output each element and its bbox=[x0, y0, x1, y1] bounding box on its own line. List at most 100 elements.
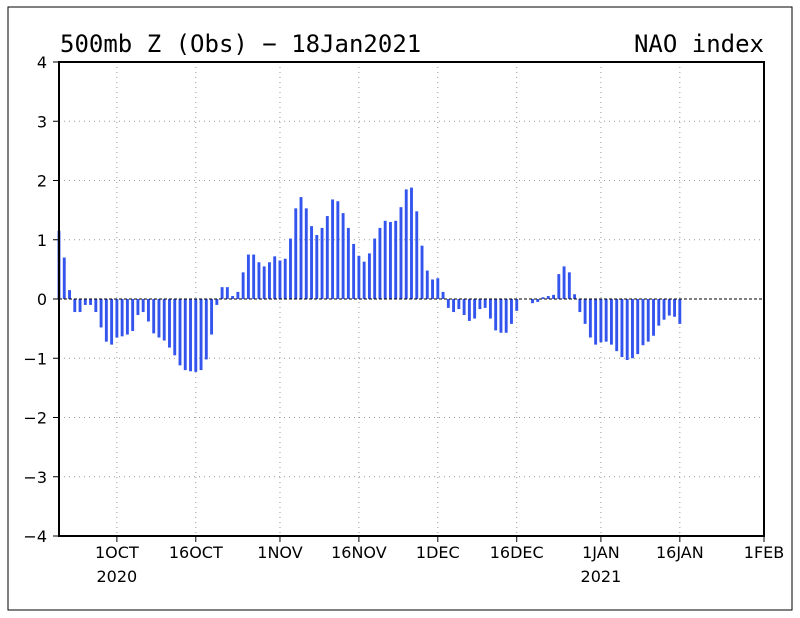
bar bbox=[304, 208, 308, 299]
bar bbox=[231, 296, 235, 299]
x-tick-year-label: 2020 bbox=[97, 567, 138, 586]
bar bbox=[178, 299, 182, 366]
bar bbox=[278, 260, 282, 299]
bar bbox=[541, 297, 545, 299]
bar bbox=[146, 299, 150, 322]
bar bbox=[478, 299, 482, 310]
bar bbox=[357, 255, 361, 299]
bar bbox=[268, 262, 271, 299]
bar bbox=[499, 299, 503, 333]
y-tick-label: 4 bbox=[37, 53, 47, 72]
x-tick-label: 1NOV bbox=[257, 543, 302, 562]
bar bbox=[115, 299, 119, 338]
bar bbox=[546, 296, 550, 299]
bar bbox=[620, 299, 624, 358]
x-tick-label: 16NOV bbox=[331, 543, 387, 562]
y-axis: 4 3 2 1 0 −1 −2 −3 −4 bbox=[23, 53, 59, 546]
bar bbox=[78, 299, 82, 313]
bar bbox=[494, 299, 498, 331]
chart-title: 500mb Z (Obs) − 18Jan2021 bbox=[60, 30, 421, 58]
bar bbox=[246, 254, 250, 299]
bar bbox=[646, 299, 650, 342]
bar bbox=[425, 270, 429, 299]
bar bbox=[483, 299, 487, 308]
x-tick-label: 1JAN bbox=[582, 543, 620, 562]
bar bbox=[120, 299, 124, 337]
bar bbox=[225, 287, 229, 299]
bar bbox=[68, 290, 71, 299]
bar bbox=[194, 299, 198, 372]
bar bbox=[441, 291, 445, 299]
y-tick-label: 3 bbox=[37, 112, 47, 131]
bar bbox=[504, 299, 508, 333]
bar bbox=[657, 299, 661, 326]
bar bbox=[99, 299, 103, 328]
bar bbox=[567, 272, 571, 299]
bar bbox=[236, 291, 240, 299]
bar bbox=[241, 272, 245, 299]
y-tick-label: −1 bbox=[23, 349, 47, 368]
x-tick-label: 1OCT bbox=[95, 543, 139, 562]
bar bbox=[183, 299, 187, 371]
bar bbox=[189, 299, 192, 372]
y-tick-label: −3 bbox=[23, 468, 47, 487]
bar bbox=[562, 266, 566, 299]
bar bbox=[315, 235, 319, 299]
bar bbox=[404, 189, 408, 299]
bar bbox=[531, 299, 534, 304]
bar bbox=[89, 299, 93, 305]
bar bbox=[678, 299, 682, 324]
x-tick-label: 16DEC bbox=[490, 543, 544, 562]
bar bbox=[515, 299, 519, 311]
bar bbox=[625, 299, 629, 361]
bar bbox=[652, 299, 655, 336]
x-tick-label: 1DEC bbox=[416, 543, 460, 562]
bar bbox=[641, 299, 645, 346]
y-tick-label: −2 bbox=[23, 409, 47, 428]
bar bbox=[594, 299, 598, 345]
bar bbox=[636, 299, 640, 355]
bar bbox=[141, 299, 145, 313]
bar bbox=[394, 220, 398, 299]
outer-frame bbox=[7, 6, 793, 611]
x-tick-label: 16JAN bbox=[656, 543, 704, 562]
bar bbox=[452, 299, 456, 313]
bar bbox=[162, 299, 166, 341]
bar bbox=[220, 287, 224, 299]
bar bbox=[204, 299, 208, 360]
x-tick-label: 1FEB bbox=[744, 543, 784, 562]
bar bbox=[420, 245, 424, 299]
bar bbox=[341, 213, 345, 299]
bar bbox=[104, 299, 108, 342]
bar bbox=[294, 208, 298, 299]
bar bbox=[573, 294, 577, 299]
bar bbox=[299, 197, 303, 299]
bar bbox=[431, 279, 434, 299]
bar bbox=[131, 299, 135, 331]
y-tick-label: −4 bbox=[23, 527, 47, 546]
bar bbox=[604, 299, 608, 342]
bar bbox=[615, 299, 619, 352]
bar bbox=[83, 299, 87, 305]
bar bbox=[436, 278, 440, 299]
bar bbox=[631, 299, 634, 359]
bar bbox=[378, 227, 382, 299]
bar bbox=[536, 299, 540, 302]
bar bbox=[157, 299, 161, 338]
bar bbox=[346, 227, 350, 299]
bar bbox=[125, 299, 129, 335]
bar bbox=[473, 299, 477, 319]
bar bbox=[578, 299, 582, 313]
bar bbox=[362, 261, 366, 299]
bar bbox=[262, 266, 266, 299]
bar bbox=[383, 220, 387, 299]
bar bbox=[252, 254, 256, 299]
bar bbox=[110, 299, 114, 345]
bar bbox=[136, 299, 140, 315]
bar bbox=[399, 207, 403, 299]
bar bbox=[673, 299, 676, 317]
bar bbox=[552, 294, 555, 299]
bar bbox=[467, 299, 471, 321]
bar bbox=[367, 253, 371, 299]
